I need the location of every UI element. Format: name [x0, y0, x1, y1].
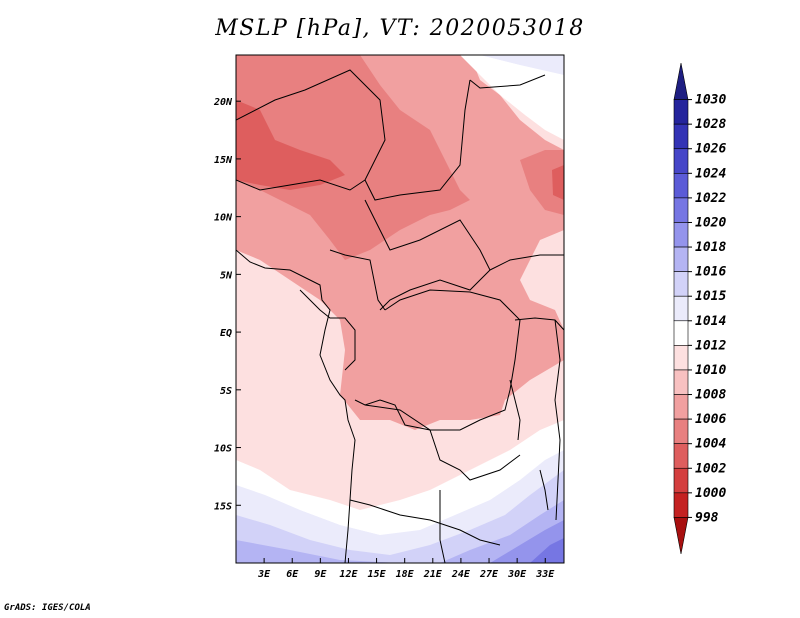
border-gulf: [299, 289, 356, 371]
colorbar-segment: [673, 443, 689, 469]
colorbar-label: 1016: [695, 265, 726, 280]
field-band-1014-ne: [460, 55, 564, 140]
colorbar-label: 1008: [695, 388, 726, 403]
colorbar-label: 1020: [695, 215, 726, 230]
colorbar-segment: [673, 467, 689, 494]
lat-tick-label: EQ: [220, 328, 232, 339]
colorbar-segment: [673, 345, 689, 371]
colorbar-label: 1014: [695, 314, 726, 329]
colorbar-segment: [673, 369, 689, 395]
pressure-field: [236, 55, 564, 563]
colorbar-label: 1022: [695, 191, 726, 206]
colorbar-label: 1006: [695, 412, 726, 427]
border-south-2: [349, 499, 501, 546]
lon-tick-label: 24E: [451, 569, 471, 580]
lon-tick-label: 15E: [368, 569, 387, 580]
field-band-1006: [236, 55, 470, 260]
colorbar-segment: [673, 148, 689, 174]
colorbar: 1030 1028 1026 1024 1022 1020 1018 1016 1015 1014…: [673, 62, 726, 555]
colorbar-segment: [673, 99, 689, 125]
country-borders: [236, 69, 564, 563]
lon-tick-label: 21E: [423, 569, 443, 580]
colorbar-label: 998: [695, 510, 719, 525]
field-band-1016-s: [236, 500, 564, 563]
field-band-1020-s: [530, 538, 564, 563]
map-frame: [235, 54, 565, 564]
colorbar-label: 1030: [695, 93, 726, 108]
lake-malawi: [539, 469, 549, 511]
field-band-1015-s: [236, 470, 564, 563]
border-central-2: [329, 249, 386, 311]
border-east-2: [514, 317, 564, 331]
lat-axis: 20N 15N 10N 5N EQ 5S 10S 15S: [213, 97, 241, 512]
colorbar-label: 1000: [695, 486, 726, 501]
border-east-coast: [554, 319, 561, 521]
colorbar-segment: [673, 418, 689, 444]
lon-tick-label: 6E: [286, 569, 299, 580]
colorbar-label: 1018: [695, 240, 726, 255]
colorbar-segment: [673, 295, 689, 322]
colorbar-label: 1010: [695, 363, 726, 378]
lat-tick-label: 20N: [213, 97, 233, 108]
colorbar-label: 1012: [695, 338, 726, 353]
colorbar-segment: [673, 246, 689, 272]
colorbar-cap-top: [673, 62, 689, 100]
colorbar-segment: [673, 197, 689, 223]
field-band-1004-east: [552, 165, 564, 200]
colorbar-segment: [673, 222, 689, 248]
border-north-2: [236, 179, 366, 191]
field-band-1006-east: [520, 150, 564, 215]
border-central: [364, 199, 491, 311]
lon-tick-label: 9E: [314, 569, 327, 580]
lat-tick-label: 15N: [214, 155, 233, 166]
colorbar-segment: [673, 271, 689, 297]
colorbar-label: 1026: [695, 142, 726, 157]
colorbar-segment: [673, 123, 689, 150]
nile-region: [469, 74, 546, 89]
field-band-1015-ne: [480, 55, 564, 75]
colorbar-label: 1028: [695, 117, 726, 132]
lon-tick-label: 27E: [479, 569, 499, 580]
lon-tick-label: 18E: [396, 569, 415, 580]
border-drc: [354, 289, 521, 431]
colorbar-segment: [673, 492, 689, 518]
colorbar-segment: [673, 394, 689, 420]
field-band-1008-congo: [375, 290, 520, 420]
chart-title: MSLP [hPa], VT: 2020053018: [215, 16, 585, 41]
colorbar-label: 1024: [695, 166, 726, 181]
colorbar-label: 1004: [695, 437, 726, 452]
colorbar-label: 1002: [695, 461, 726, 476]
border-south-1: [364, 404, 521, 481]
lake-tanganyika: [509, 379, 521, 441]
colorbar-segment: [673, 173, 689, 199]
footer-credit: GrADS: IGES/COLA: [4, 603, 91, 613]
coastline: [236, 249, 356, 563]
lon-tick-label: 12E: [339, 569, 358, 580]
border-east: [489, 254, 564, 271]
lon-tick-label: 30E: [507, 569, 527, 580]
colorbar-segment: [673, 320, 689, 346]
colorbar-label: 1015: [695, 289, 726, 304]
field-band-1004: [236, 100, 345, 190]
lon-axis: 3E 6E 9E 12E 15E 18E 21E 24E 27E 30E 33E: [257, 558, 555, 580]
lat-tick-label: 5N: [220, 270, 233, 281]
border-south-3: [439, 490, 446, 563]
lat-tick-label: 10N: [214, 213, 233, 224]
colorbar-cap-bottom: [673, 517, 689, 555]
lon-tick-label: 33E: [535, 569, 555, 580]
lat-tick-label: 15S: [214, 501, 232, 512]
lat-tick-label: 10S: [214, 444, 232, 455]
lon-tick-label: 3E: [257, 569, 271, 580]
lat-tick-label: 5S: [220, 386, 232, 397]
